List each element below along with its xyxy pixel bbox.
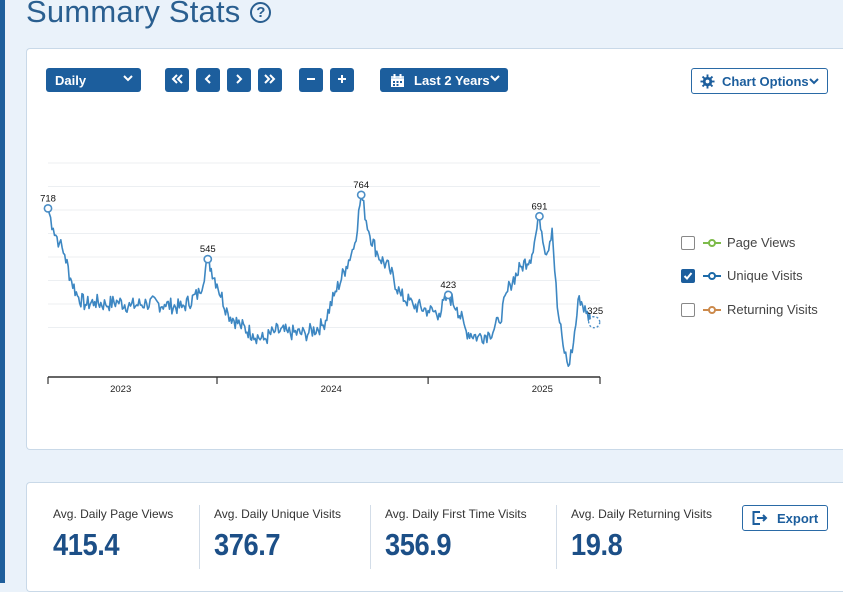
page-title-text: Summary Stats bbox=[26, 0, 241, 29]
previous-button[interactable] bbox=[196, 68, 220, 92]
double-chevron-right-icon bbox=[263, 72, 277, 88]
chevron-down-icon bbox=[123, 72, 133, 87]
x-tick-label: 2023 bbox=[110, 384, 131, 395]
legend-label: Unique Visits bbox=[727, 268, 803, 283]
stat-unique-visits: Avg. Daily Unique Visits 376.7 bbox=[214, 507, 341, 563]
page-views-checkbox[interactable] bbox=[681, 235, 695, 250]
interval-select[interactable]: Daily bbox=[46, 68, 141, 92]
page-title: Summary Stats ? bbox=[26, 0, 272, 32]
peak-markers: 718 545 764 423 691 325 bbox=[40, 180, 603, 329]
stat-label: Avg. Daily First Time Visits bbox=[385, 507, 527, 521]
calendar-icon bbox=[390, 73, 405, 88]
chart-grid bbox=[48, 162, 600, 328]
export-button[interactable]: Export bbox=[742, 505, 828, 531]
interval-select-label: Daily bbox=[55, 72, 87, 88]
series-marker-icon bbox=[703, 305, 721, 315]
minus-icon bbox=[305, 72, 317, 88]
date-range-select[interactable]: Last 2 Years bbox=[380, 68, 508, 92]
peak-marker bbox=[443, 290, 453, 300]
chevron-right-icon bbox=[234, 72, 244, 88]
series-marker-icon bbox=[703, 271, 721, 281]
stat-returning-visits: Avg. Daily Returning Visits 19.8 bbox=[571, 507, 712, 563]
divider bbox=[556, 505, 557, 569]
stat-label: Avg. Daily Unique Visits bbox=[214, 507, 341, 521]
x-axis bbox=[47, 376, 601, 384]
legend-returning-visits[interactable]: Returning Visits bbox=[681, 302, 818, 317]
last-value-label: 325 bbox=[587, 306, 603, 317]
legend-page-views[interactable]: Page Views bbox=[681, 235, 795, 250]
peak-label: 545 bbox=[200, 244, 216, 255]
line-chart: 718 545 764 423 691 325 2023 2024 2025 bbox=[40, 162, 603, 395]
peak-label: 718 bbox=[40, 193, 56, 204]
peak-label: 764 bbox=[353, 180, 369, 191]
divider bbox=[199, 505, 200, 569]
left-rail bbox=[0, 0, 5, 583]
peak-marker bbox=[43, 203, 53, 213]
peak-label: 423 bbox=[440, 280, 456, 291]
stat-label: Avg. Daily Page Views bbox=[53, 507, 174, 521]
peak-marker bbox=[356, 190, 366, 200]
double-chevron-left-icon bbox=[170, 72, 184, 88]
legend-label: Returning Visits bbox=[727, 302, 818, 317]
zoom-in-button[interactable] bbox=[330, 68, 354, 92]
stat-label: Avg. Daily Returning Visits bbox=[571, 507, 712, 521]
returning-visits-checkbox[interactable] bbox=[681, 302, 695, 317]
stat-first-time-visits: Avg. Daily First Time Visits 356.9 bbox=[385, 507, 527, 563]
stat-page-views: Avg. Daily Page Views 415.4 bbox=[53, 507, 173, 563]
x-tick-label: 2024 bbox=[321, 384, 342, 395]
chart-options-label: Chart Options bbox=[722, 73, 809, 89]
peak-marker bbox=[535, 211, 544, 221]
series-marker-icon bbox=[703, 238, 721, 248]
stat-value: 376.7 bbox=[214, 527, 281, 562]
peak-label: 691 bbox=[532, 201, 548, 212]
unique-visits-checkbox[interactable] bbox=[681, 268, 695, 283]
x-tick-labels: 2023 2024 2025 bbox=[110, 384, 553, 395]
chevron-down-icon bbox=[490, 72, 500, 87]
chevron-left-icon bbox=[203, 72, 213, 88]
help-icon[interactable]: ? bbox=[250, 1, 272, 23]
last-page-button[interactable] bbox=[258, 68, 282, 92]
first-page-button[interactable] bbox=[165, 68, 189, 92]
stat-value: 19.8 bbox=[571, 527, 623, 562]
export-label: Export bbox=[777, 510, 819, 526]
gear-icon bbox=[700, 73, 715, 89]
next-button[interactable] bbox=[227, 68, 251, 92]
chevron-down-icon bbox=[809, 75, 819, 90]
chart-panel bbox=[26, 48, 843, 450]
stat-value: 356.9 bbox=[385, 527, 452, 562]
legend-label: Page Views bbox=[727, 235, 796, 250]
divider bbox=[370, 505, 371, 569]
date-range-label: Last 2 Years bbox=[414, 72, 490, 88]
unique-visits-line bbox=[47, 194, 595, 367]
last-value-marker bbox=[588, 315, 601, 329]
plus-icon bbox=[336, 72, 348, 88]
legend-unique-visits[interactable]: Unique Visits bbox=[681, 268, 803, 283]
chart-options-button[interactable]: Chart Options bbox=[691, 68, 828, 94]
stat-value: 415.4 bbox=[53, 527, 120, 562]
export-icon bbox=[752, 511, 769, 525]
zoom-out-button[interactable] bbox=[299, 68, 323, 92]
peak-marker bbox=[203, 254, 213, 264]
x-tick-label: 2025 bbox=[532, 384, 553, 395]
